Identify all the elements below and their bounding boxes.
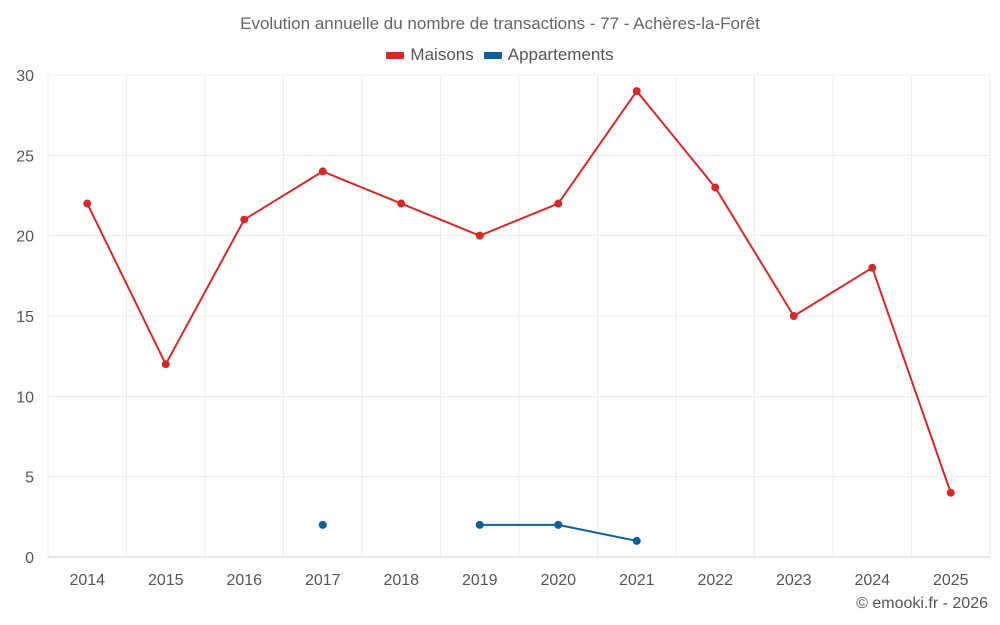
data-point-maisons-2021	[632, 87, 641, 96]
x-tick-label-2018: 2018	[383, 572, 419, 589]
y-tick-label-30: 30	[16, 68, 34, 85]
legend-swatch-maisons	[386, 51, 405, 59]
legend-swatch-appartements	[483, 51, 502, 59]
x-tick-label-2014: 2014	[69, 572, 105, 589]
x-tick-label-2016: 2016	[226, 572, 262, 589]
chart-title: Evolution annuelle du nombre de transact…	[240, 14, 760, 33]
data-point-maisons-2022	[711, 183, 720, 192]
y-tick-label-10: 10	[16, 389, 34, 406]
data-point-maisons-2018	[397, 199, 406, 208]
series-appartements	[318, 520, 641, 545]
x-tick-label-2025: 2025	[933, 572, 969, 589]
data-point-maisons-2025	[946, 488, 955, 497]
data-point-maisons-2015	[161, 360, 170, 369]
data-point-maisons-2017	[318, 167, 327, 176]
x-tick-label-2022: 2022	[697, 572, 733, 589]
data-point-appartements-2020	[554, 520, 563, 529]
x-tick-label-2021: 2021	[619, 572, 655, 589]
x-tick-label-2017: 2017	[305, 572, 341, 589]
legend-item-appartements[interactable]: Appartements	[483, 45, 614, 65]
data-point-maisons-2016	[240, 215, 249, 224]
series-line-maisons-0	[86, 90, 952, 494]
x-tick-label-2020: 2020	[540, 572, 576, 589]
data-point-maisons-2023	[789, 312, 798, 320]
data-point-maisons-2019	[475, 231, 484, 240]
y-axis-ticks: 0 5 10 15 20 25 30	[16, 68, 34, 567]
grid-lines	[47, 74, 991, 558]
x-tick-label-2015: 2015	[148, 572, 184, 589]
y-tick-label-25: 25	[16, 148, 34, 165]
data-point-appartements-2021	[632, 536, 641, 545]
data-point-maisons-2014	[83, 199, 92, 208]
series-maisons	[83, 87, 955, 497]
data-point-appartements-2019	[475, 520, 484, 529]
legend-label-maisons: Maisons	[410, 45, 474, 64]
legend-item-maisons[interactable]: Maisons	[386, 45, 474, 65]
y-tick-label-5: 5	[25, 470, 34, 487]
data-point-maisons-2020	[554, 199, 563, 208]
x-axis-ticks: 2014 2015 2016 2017 2018 2019 2020 2021 2022 2023…	[69, 572, 968, 589]
data-point-appartements-2017	[318, 520, 327, 529]
x-tick-label-2019: 2019	[462, 572, 498, 589]
y-tick-label-15: 15	[16, 309, 34, 326]
x-tick-label-2023: 2023	[776, 572, 812, 589]
credit-text: © emooki.fr - 2026	[856, 595, 988, 612]
data-point-maisons-2024	[868, 263, 877, 272]
y-tick-label-20: 20	[16, 229, 34, 246]
x-tick-label-2024: 2024	[854, 572, 890, 589]
series-layer	[83, 87, 955, 545]
legend-label-appartements: Appartements	[507, 45, 614, 64]
y-tick-label-0: 0	[25, 550, 34, 567]
chart-legend: Maisons Appartements	[0, 45, 1000, 65]
